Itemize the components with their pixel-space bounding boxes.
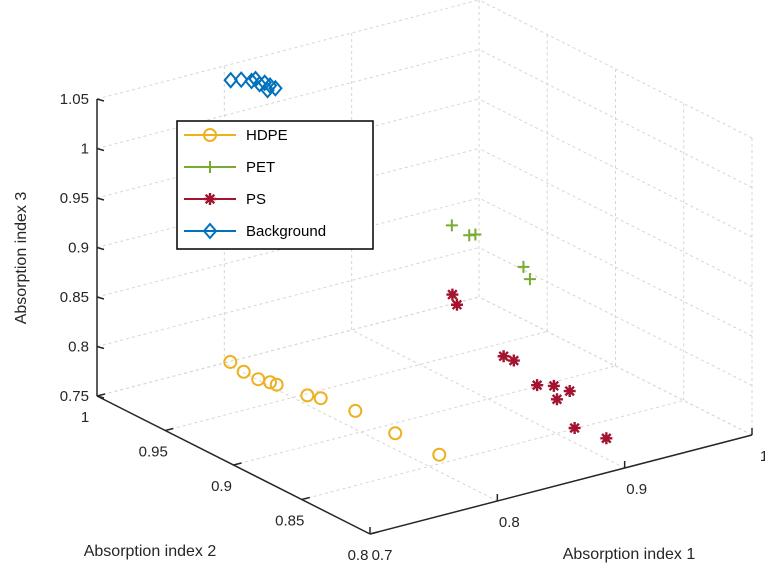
legend-item-background: Background bbox=[184, 222, 326, 240]
legend-label: Background bbox=[246, 223, 326, 240]
z-tick-mark bbox=[96, 345, 105, 350]
data-point-ps bbox=[568, 422, 581, 435]
z-tick-label: 0.75 bbox=[60, 388, 89, 405]
axes-layer bbox=[96, 98, 753, 535]
z-tick-mark bbox=[96, 197, 105, 201]
z-axis-label: Absorption index 3 bbox=[13, 192, 30, 325]
data-point-ps bbox=[600, 432, 613, 445]
z-tick-label: 0.85 bbox=[60, 289, 89, 306]
y-tick-label: 0.85 bbox=[275, 513, 304, 530]
grid-line bbox=[478, 148, 753, 287]
data-point-hdpe bbox=[236, 364, 251, 379]
data-point-ps bbox=[547, 379, 560, 392]
z-tick-label: 0.95 bbox=[60, 190, 89, 207]
data-points bbox=[223, 70, 613, 462]
z-tick-label: 1.05 bbox=[60, 91, 89, 108]
data-point-background bbox=[260, 81, 275, 99]
legend-box bbox=[176, 120, 374, 250]
data-point-pet bbox=[445, 219, 458, 232]
x-tick-label: 1 bbox=[760, 448, 765, 465]
z-tick-mark bbox=[96, 147, 105, 152]
data-point-ps bbox=[446, 288, 459, 301]
data-point-ps bbox=[550, 393, 563, 406]
x-tick-label: 0.8 bbox=[499, 514, 520, 531]
data-point-ps bbox=[450, 298, 463, 311]
data-point-hdpe bbox=[313, 391, 328, 406]
legend: HDPE PET PS Background bbox=[176, 120, 374, 250]
data-point-background bbox=[268, 79, 283, 97]
data-point-hdpe bbox=[223, 354, 238, 369]
data-point-background bbox=[223, 71, 239, 89]
x-axis-line bbox=[369, 434, 753, 535]
data-point-ps bbox=[563, 385, 576, 398]
legend-marker-background bbox=[202, 222, 218, 240]
grid-line bbox=[478, 98, 753, 238]
z-tick-mark bbox=[96, 98, 105, 102]
data-point-hdpe bbox=[263, 375, 278, 390]
y-tick-mark bbox=[165, 427, 174, 432]
data-point-hdpe bbox=[251, 372, 266, 387]
y-tick-mark bbox=[369, 531, 379, 535]
grid-layer bbox=[96, 0, 753, 535]
x-axis-label: Absorption index 1 bbox=[563, 546, 696, 563]
z-tick-mark bbox=[96, 395, 105, 399]
legend-item-ps: PS bbox=[184, 191, 266, 208]
grid-line bbox=[96, 296, 480, 397]
y-axis-label: Absorption index 2 bbox=[84, 543, 217, 560]
y-tick-label: 0.9 bbox=[211, 478, 232, 495]
legend-marker-hdpe bbox=[203, 128, 217, 142]
data-point-pet bbox=[523, 273, 536, 286]
grid-line bbox=[96, 247, 480, 347]
legend-label: PET bbox=[246, 159, 275, 176]
y-tick-mark bbox=[233, 462, 242, 466]
y-tick-label: 0.8 bbox=[348, 547, 369, 564]
z-tick-label: 0.8 bbox=[68, 339, 89, 356]
y-tick-label: 1 bbox=[81, 409, 89, 426]
x-tick-label: 0.9 bbox=[626, 481, 647, 498]
grid-line bbox=[351, 329, 625, 469]
legend-marker-ps bbox=[204, 193, 216, 205]
y-tick-mark bbox=[301, 496, 310, 501]
grid-line bbox=[478, 247, 753, 386]
z-tick-label: 0.9 bbox=[68, 240, 89, 257]
grid-line bbox=[165, 331, 548, 431]
z-tick-mark bbox=[96, 296, 105, 300]
data-point-hdpe bbox=[388, 426, 403, 441]
grid-line bbox=[478, 0, 753, 139]
legend-label: PS bbox=[246, 191, 266, 208]
grid-line bbox=[478, 49, 753, 188]
grid-line bbox=[478, 197, 753, 337]
data-point-hdpe bbox=[269, 377, 284, 392]
data-point-hdpe bbox=[300, 388, 315, 403]
legend-marker-pet bbox=[204, 161, 216, 173]
z-tick-label: 1 bbox=[81, 141, 89, 158]
grid-line bbox=[96, 0, 480, 100]
data-point-hdpe bbox=[432, 447, 447, 462]
data-point-background bbox=[252, 75, 267, 93]
data-point-ps bbox=[531, 379, 544, 392]
z-tick-mark bbox=[96, 246, 105, 251]
data-point-ps bbox=[507, 354, 520, 367]
data-point-background bbox=[244, 72, 259, 90]
data-point-ps bbox=[497, 350, 510, 363]
data-point-hdpe bbox=[348, 403, 363, 418]
grid-line bbox=[96, 296, 480, 397]
grid-line bbox=[233, 365, 616, 466]
legend-label: HDPE bbox=[246, 127, 288, 144]
data-point-pet bbox=[517, 260, 530, 273]
legend-item-pet: PET bbox=[184, 159, 275, 176]
data-point-pet bbox=[469, 228, 482, 241]
legend-item-hdpe: HDPE bbox=[184, 127, 288, 144]
x-tick-label: 0.7 bbox=[372, 547, 393, 564]
data-point-background bbox=[233, 71, 249, 89]
y-tick-label: 0.95 bbox=[139, 444, 168, 461]
tick-labels: 0.70.80.910.80.850.90.9510.750.80.850.90… bbox=[60, 91, 765, 564]
grid-line bbox=[478, 296, 753, 436]
